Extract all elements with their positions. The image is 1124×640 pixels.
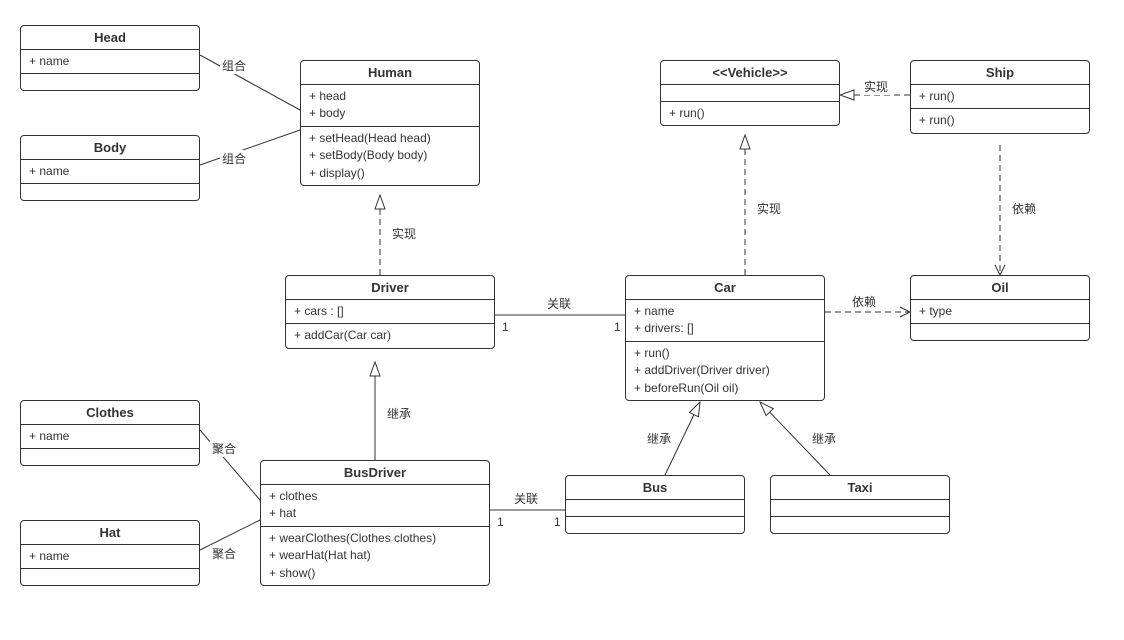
class-attrs — [771, 500, 949, 517]
method: + run() — [669, 105, 831, 122]
class-methods — [911, 324, 1089, 340]
label-busdriver-driver: 继承 — [385, 405, 413, 422]
label-car-vehicle: 实现 — [755, 200, 783, 217]
attr: + name — [29, 428, 191, 445]
class-busdriver: BusDriver + clothes + hat + wearClothes(… — [260, 460, 490, 586]
method: + wearClothes(Clothes clothes) — [269, 530, 481, 547]
class-methods — [21, 184, 199, 200]
method: + setBody(Body body) — [309, 147, 471, 164]
class-methods: + wearClothes(Clothes clothes) + wearHat… — [261, 527, 489, 585]
method: + addDriver(Driver driver) — [634, 362, 816, 379]
mult-bus-1: 1 — [552, 515, 563, 529]
class-methods: + run() + addDriver(Driver driver) + bef… — [626, 342, 824, 400]
class-title: <<Vehicle>> — [661, 61, 839, 85]
class-human: Human + head + body + setHead(Head head)… — [300, 60, 480, 186]
edge-head-human — [200, 55, 300, 110]
method: + show() — [269, 565, 481, 582]
mult-busdriver-1: 1 — [495, 515, 506, 529]
class-title: BusDriver — [261, 461, 489, 485]
attr: + head — [309, 88, 471, 105]
class-head: Head + name — [20, 25, 200, 91]
attr: + name — [29, 53, 191, 70]
class-methods — [771, 517, 949, 533]
class-methods — [21, 74, 199, 90]
method: + run() — [634, 345, 816, 362]
class-hat: Hat + name — [20, 520, 200, 586]
class-methods — [21, 449, 199, 465]
attr: + name — [29, 163, 191, 180]
attr: + type — [919, 303, 1081, 320]
class-title: Clothes — [21, 401, 199, 425]
class-attrs: + head + body — [301, 85, 479, 127]
class-title: Driver — [286, 276, 494, 300]
class-attrs: + type — [911, 300, 1089, 324]
class-attrs: + name + drivers: [] — [626, 300, 824, 342]
class-methods: + setHead(Head head) + setBody(Body body… — [301, 127, 479, 185]
attr: + hat — [269, 505, 481, 522]
class-clothes: Clothes + name — [20, 400, 200, 466]
attr: + name — [634, 303, 816, 320]
class-title: Body — [21, 136, 199, 160]
class-title: Hat — [21, 521, 199, 545]
class-driver: Driver + cars : [] + addCar(Car car) — [285, 275, 495, 349]
mult-car-1: 1 — [612, 320, 623, 334]
class-attrs: + name — [21, 50, 199, 74]
method: + beforeRun(Oil oil) — [634, 380, 816, 397]
class-ship: Ship + run() + run() — [910, 60, 1090, 134]
method: + setHead(Head head) — [309, 130, 471, 147]
class-attrs: + clothes + hat — [261, 485, 489, 527]
class-title: Bus — [566, 476, 744, 500]
class-title: Ship — [911, 61, 1089, 85]
label-car-oil: 依赖 — [850, 293, 878, 310]
class-methods: + addCar(Car car) — [286, 324, 494, 347]
method: + addCar(Car car) — [294, 327, 486, 344]
label-driver-car: 关联 — [545, 295, 573, 312]
class-attrs — [661, 85, 839, 102]
label-driver-human: 实现 — [390, 225, 418, 242]
class-title: Head — [21, 26, 199, 50]
class-methods — [21, 569, 199, 585]
class-car: Car + name + drivers: [] + run() + addDr… — [625, 275, 825, 401]
mult-driver-1: 1 — [500, 320, 511, 334]
class-attrs: + name — [21, 425, 199, 449]
method: + wearHat(Hat hat) — [269, 547, 481, 564]
method: + run() — [919, 112, 1081, 129]
class-attrs: + run() — [911, 85, 1089, 109]
class-title: Car — [626, 276, 824, 300]
class-bus: Bus — [565, 475, 745, 534]
class-title: Human — [301, 61, 479, 85]
label-body-human: 组合 — [220, 150, 248, 167]
class-attrs — [566, 500, 744, 517]
label-ship-oil: 依赖 — [1010, 200, 1038, 217]
class-oil: Oil + type — [910, 275, 1090, 341]
attr: + clothes — [269, 488, 481, 505]
label-clothes-busdriver: 聚合 — [210, 440, 238, 457]
label-ship-vehicle: 实现 — [862, 78, 890, 95]
label-head-human: 组合 — [220, 57, 248, 74]
label-bus-car: 继承 — [645, 430, 673, 447]
class-methods: + run() — [661, 102, 839, 125]
attr: + run() — [919, 88, 1081, 105]
class-attrs: + name — [21, 545, 199, 569]
label-hat-busdriver: 聚合 — [210, 545, 238, 562]
label-busdriver-bus: 关联 — [512, 490, 540, 507]
class-body: Body + name — [20, 135, 200, 201]
attr: + name — [29, 548, 191, 565]
class-attrs: + name — [21, 160, 199, 184]
class-methods — [566, 517, 744, 533]
class-title: Oil — [911, 276, 1089, 300]
class-taxi: Taxi — [770, 475, 950, 534]
class-attrs: + cars : [] — [286, 300, 494, 324]
attr: + body — [309, 105, 471, 122]
attr: + drivers: [] — [634, 320, 816, 337]
class-methods: + run() — [911, 109, 1089, 132]
edge-body-human — [200, 130, 300, 165]
attr: + cars : [] — [294, 303, 486, 320]
label-taxi-car: 继承 — [810, 430, 838, 447]
method: + display() — [309, 165, 471, 182]
class-vehicle: <<Vehicle>> + run() — [660, 60, 840, 126]
class-title: Taxi — [771, 476, 949, 500]
